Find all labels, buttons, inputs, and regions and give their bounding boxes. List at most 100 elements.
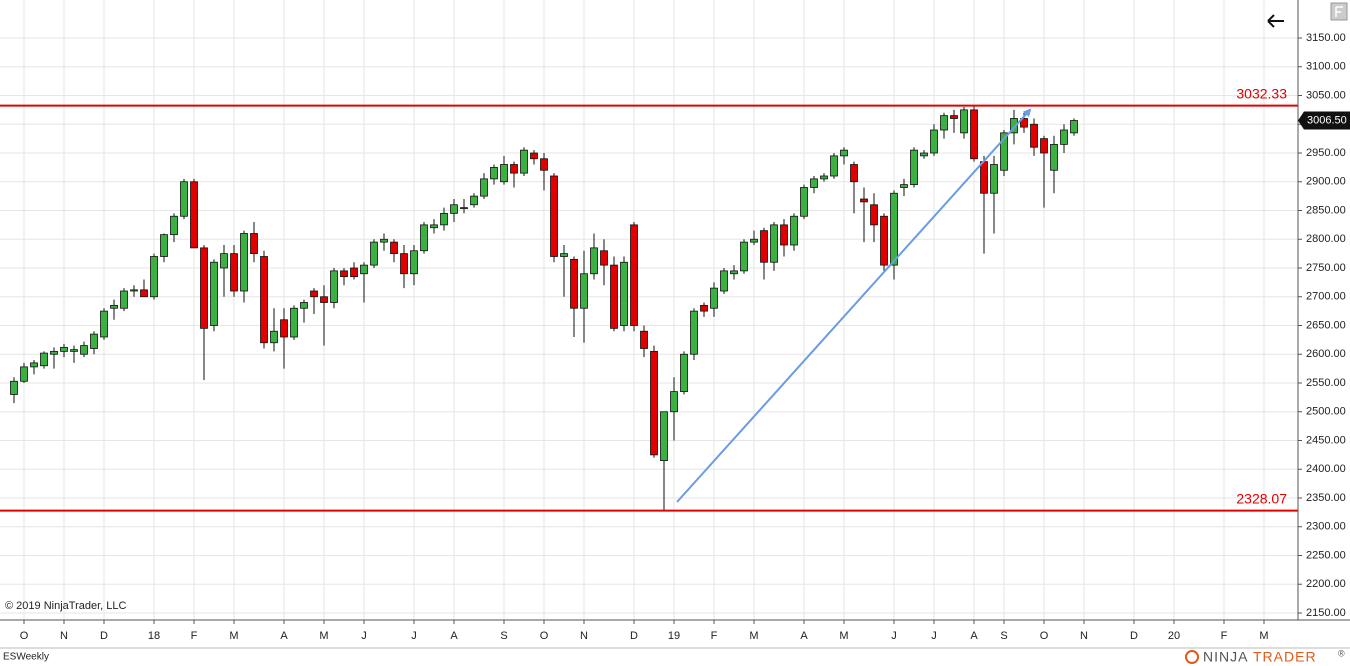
candle-body <box>550 175 558 257</box>
candle-body <box>620 261 628 326</box>
logo-icon <box>1185 650 1199 664</box>
candle-body <box>680 353 688 393</box>
x-tick-label: D <box>1130 630 1138 642</box>
x-tick-label: J <box>931 630 937 642</box>
candle-body <box>570 258 578 309</box>
candle-body <box>400 253 408 275</box>
logo-trader: TRADER <box>1253 649 1317 665</box>
candle-body <box>50 350 58 355</box>
x-tick-label: 19 <box>668 630 680 642</box>
candle-body <box>560 253 568 257</box>
candle-body <box>800 187 808 217</box>
candle-body <box>880 215 888 266</box>
x-tick-label: N <box>60 630 68 642</box>
candle-body <box>190 181 198 249</box>
candle-body <box>180 181 188 217</box>
candle-body <box>730 270 738 275</box>
candle-body <box>700 304 708 312</box>
x-tick-label: A <box>450 630 458 642</box>
candle-body <box>940 115 948 131</box>
candle-body <box>820 175 828 180</box>
x-tick-label: J <box>891 630 897 642</box>
x-tick-label: F <box>191 630 198 642</box>
candle-body <box>1020 118 1028 128</box>
y-tick-label: 3150.00 <box>1306 32 1346 44</box>
candle-body <box>350 267 358 278</box>
candle-body <box>810 178 818 188</box>
y-tick-label: 2600.00 <box>1306 348 1346 360</box>
x-tick-label: F <box>1221 630 1228 642</box>
candle-body <box>170 215 178 236</box>
candle-body <box>330 270 338 303</box>
candle-body <box>980 161 988 194</box>
candle-body <box>830 155 838 177</box>
x-tick-label: S <box>1000 630 1007 642</box>
candle-body <box>930 129 938 154</box>
candle-body <box>600 250 608 266</box>
level-label: 2328.07 <box>1236 490 1287 506</box>
x-tick-label: N <box>580 630 588 642</box>
last-price-box <box>1298 111 1350 130</box>
candle-body <box>360 264 368 275</box>
candle-body <box>660 411 668 462</box>
logo-ninja: NINJA <box>1203 649 1248 665</box>
candle-body <box>580 273 588 309</box>
candle-body <box>230 253 238 292</box>
candle-body <box>910 149 918 186</box>
candle-body <box>640 330 648 349</box>
candle-body <box>160 234 168 257</box>
candle-body <box>130 289 138 292</box>
candle-body <box>1010 118 1018 134</box>
candle-body <box>510 164 518 174</box>
candle-body <box>420 224 428 252</box>
y-tick-label: 2200.00 <box>1306 578 1346 590</box>
candle-body <box>870 204 878 226</box>
x-tick-label: 20 <box>1168 630 1180 642</box>
candle-body <box>20 366 28 382</box>
y-tick-label: 2250.00 <box>1306 549 1346 561</box>
candle-body <box>520 149 528 174</box>
candle-body <box>30 362 38 368</box>
candle-body <box>40 352 48 367</box>
marks <box>0 104 1298 512</box>
x-tick-label: A <box>970 630 978 642</box>
candle-body <box>500 164 508 183</box>
y-tick-label: 2850.00 <box>1306 204 1346 216</box>
candle-body <box>1050 143 1058 171</box>
y-tick-label: 2400.00 <box>1306 463 1346 475</box>
candle-body <box>70 349 78 352</box>
candle-body <box>850 164 858 183</box>
candle-body <box>380 238 388 243</box>
y-tick-label: 2800.00 <box>1306 233 1346 245</box>
candle-body <box>470 195 478 206</box>
candle-body <box>440 212 448 226</box>
x-tick-label: D <box>630 630 638 642</box>
candle-body <box>990 164 998 194</box>
candle-body <box>970 109 978 160</box>
candle-body <box>920 152 928 157</box>
candle-body <box>450 204 458 214</box>
y-tick-label: 2750.00 <box>1306 262 1346 274</box>
candle-body <box>110 304 118 309</box>
candle-body <box>670 391 678 413</box>
candle-body <box>310 290 318 298</box>
candle-body <box>60 346 68 352</box>
candle-body <box>650 350 658 456</box>
x-tick-label: 18 <box>148 630 160 642</box>
x-tick-label: M <box>319 630 328 642</box>
candle-body <box>790 215 798 246</box>
x-tick-label: D <box>100 630 108 642</box>
candle-body <box>610 264 618 329</box>
candle-body <box>90 333 98 349</box>
candle-body <box>740 241 748 272</box>
candle-body <box>300 302 308 309</box>
x-tick-label: M <box>1259 630 1268 642</box>
candle-body <box>150 256 158 298</box>
candle-body <box>210 261 218 326</box>
x-tick-label: A <box>280 630 288 642</box>
candle-body <box>720 270 728 292</box>
back-arrow-icon[interactable] <box>1267 14 1284 28</box>
f-icon-glyph <box>1335 6 1343 17</box>
